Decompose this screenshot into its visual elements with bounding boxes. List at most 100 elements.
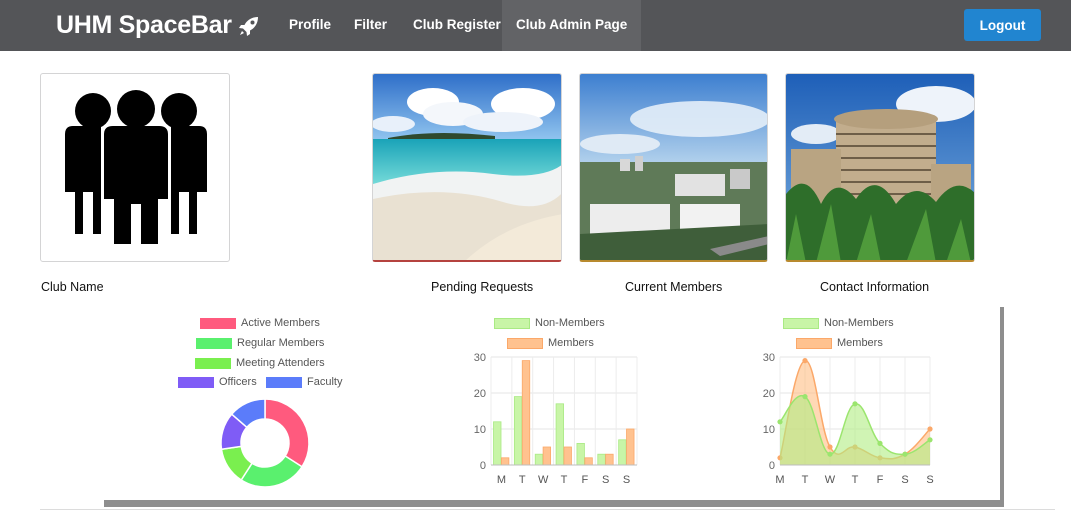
bar-y-tick-label: 30 (474, 352, 486, 364)
area-point-non-members-5 (902, 451, 908, 457)
area-fill-non-members (780, 395, 930, 465)
doughnut-slice-active-members (264, 398, 310, 468)
legend-officers[interactable]: Officers (178, 376, 257, 388)
bar-non-members-1 (513, 396, 523, 466)
top-navbar: UHM SpaceBar Profile Filter Club Registe… (0, 0, 1071, 51)
bar-members-0 (500, 457, 510, 466)
contact-information-label: Contact Information (820, 280, 930, 294)
legend-regular-members[interactable]: Regular Members (196, 337, 324, 349)
legend-swatch (196, 337, 232, 349)
area-point-non-members-3 (852, 401, 858, 407)
bottom-divider (40, 509, 1055, 510)
current-members-card[interactable] (579, 73, 768, 262)
legend-label: Members (548, 337, 594, 349)
legend-label: Regular Members (237, 337, 325, 349)
brand-title[interactable]: UHM SpaceBar (56, 11, 232, 39)
area-point-members-2 (827, 444, 833, 450)
bar-non-members-0 (493, 421, 502, 466)
legend-swatch (266, 376, 302, 388)
legend-bar-non-members[interactable]: Non-Members (494, 317, 605, 329)
area-x-tick-label: F (877, 474, 884, 486)
nav-profile[interactable]: Profile (289, 17, 332, 32)
legend-area-non-members[interactable]: Non-Members (783, 317, 894, 329)
area-x-tick-label: S (901, 474, 908, 486)
area-point-non-members-6 (927, 437, 933, 443)
legend-swatch (796, 337, 832, 349)
nav-club-admin-page[interactable]: Club Admin Page (502, 0, 642, 51)
beach-photo (373, 74, 561, 260)
area-y-tick-label: 30 (763, 352, 775, 364)
area-point-non-members-0 (777, 419, 783, 425)
legend-faculty[interactable]: Faculty (266, 376, 342, 388)
contact-information-card[interactable] (785, 73, 975, 262)
legend-label: Non-Members (824, 317, 894, 329)
bar-members-2 (542, 446, 552, 466)
area-point-members-6 (927, 426, 933, 432)
nav-filter[interactable]: Filter (354, 17, 388, 32)
logout-button[interactable]: Logout (964, 9, 1041, 41)
bar-members-1 (521, 360, 531, 466)
legend-label: Officers (219, 376, 257, 388)
bar-x-tick-label: W (538, 474, 549, 486)
area-x-tick-label: W (825, 474, 836, 486)
legend-label: Active Members (241, 317, 320, 329)
bar-y-tick-label: 0 (480, 460, 486, 472)
round-tower-building-photo (786, 74, 974, 260)
area-x-tick-label: S (926, 474, 933, 486)
legend-swatch (195, 357, 231, 369)
legend-swatch (178, 376, 214, 388)
legend-label: Non-Members (535, 317, 605, 329)
pending-requests-label: Pending Requests (431, 280, 534, 294)
area-point-non-members-2 (827, 451, 833, 457)
bar-non-members-5 (597, 453, 606, 466)
area-point-non-members-4 (877, 440, 883, 446)
group-of-people-icon (65, 90, 207, 244)
bar-non-members-4 (576, 443, 585, 466)
legend-bar-members[interactable]: Members (507, 337, 594, 349)
area-point-non-members-1 (802, 394, 808, 400)
legend-label: Meeting Attenders (236, 357, 325, 369)
rocket-icon (238, 16, 258, 36)
club-image-card[interactable] (40, 73, 230, 262)
bar-x-tick-label: M (497, 474, 506, 486)
nav-club-register[interactable]: Club Register (413, 17, 501, 32)
bar-non-members-3 (555, 403, 564, 466)
area-x-tick-label: T (802, 474, 809, 486)
bar-non-members-2 (534, 453, 544, 466)
legend-active-members[interactable]: Active Members (200, 317, 320, 329)
area-x-tick-label: T (852, 474, 859, 486)
weekly-area-chart: 0 10 20 30 M T W T F S S (763, 352, 934, 486)
member-doughnut-chart (220, 398, 310, 488)
bar-x-tick-label: T (519, 474, 526, 486)
legend-label: Faculty (307, 376, 343, 388)
area-y-tick-label: 10 (763, 424, 775, 436)
chart-panel: Active Members Regular Members Meeting A… (100, 300, 1000, 500)
area-y-tick-label: 0 (769, 460, 775, 472)
legend-swatch (200, 317, 236, 329)
bar-members-3 (563, 446, 572, 466)
weekly-bar-chart: 0 10 20 30 M T W T F S S (474, 352, 638, 486)
legend-swatch (507, 337, 543, 349)
brand[interactable]: UHM SpaceBar (56, 11, 261, 40)
bar-x-tick-label: S (602, 474, 609, 486)
bar-members-5 (605, 453, 614, 466)
current-members-label: Current Members (625, 280, 723, 294)
bar-y-tick-label: 10 (474, 424, 486, 436)
bar-x-tick-label: S (623, 474, 630, 486)
club-name-label: Club Name (41, 280, 104, 294)
doughnut-slice-regular-members (240, 454, 304, 488)
bar-members-4 (584, 457, 593, 466)
bar-non-members-6 (618, 439, 627, 466)
city-view-photo (580, 74, 767, 260)
bar-members-6 (626, 428, 635, 466)
legend-label: Members (837, 337, 883, 349)
legend-meeting-attenders[interactable]: Meeting Attenders (195, 357, 325, 369)
doughnut-slice-faculty (230, 398, 266, 429)
area-x-tick-label: M (775, 474, 784, 486)
pending-requests-card[interactable] (372, 73, 562, 262)
legend-swatch (494, 317, 530, 329)
bar-x-tick-label: F (581, 474, 588, 486)
legend-area-members[interactable]: Members (796, 337, 883, 349)
area-y-tick-label: 20 (763, 388, 775, 400)
bar-y-tick-label: 20 (474, 388, 486, 400)
